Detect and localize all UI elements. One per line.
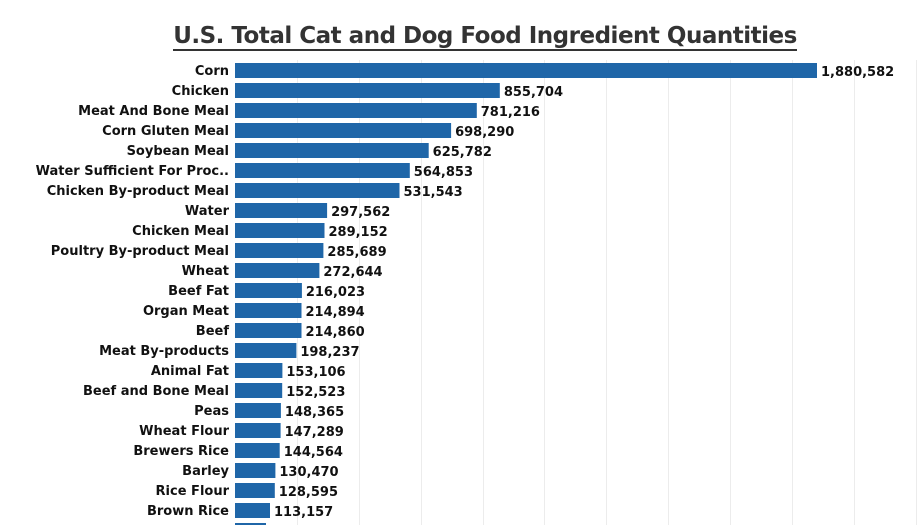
value-label: 285,689 xyxy=(327,245,386,260)
category-label: Peas xyxy=(194,404,229,419)
bar[interactable] xyxy=(235,403,281,418)
bar[interactable] xyxy=(235,363,283,378)
bar[interactable] xyxy=(235,163,410,178)
value-label: 625,782 xyxy=(433,145,492,160)
value-label: 297,562 xyxy=(331,205,390,220)
category-label: Beef xyxy=(196,324,230,339)
chart-title-wrap: U.S. Total Cat and Dog Food Ingredient Q… xyxy=(0,22,924,51)
value-label: 152,523 xyxy=(286,385,345,400)
category-label: Wheat xyxy=(182,264,229,279)
bar[interactable] xyxy=(235,323,302,338)
value-label: 148,365 xyxy=(285,405,344,420)
value-label: 128,595 xyxy=(279,485,338,500)
category-label: Brown Rice xyxy=(147,504,229,519)
category-label: Chicken Meal xyxy=(132,224,229,239)
category-label: Wheat Flour xyxy=(139,424,229,439)
value-label: 531,543 xyxy=(404,185,463,200)
value-label: 153,106 xyxy=(286,365,345,380)
value-label: 289,152 xyxy=(328,225,387,240)
value-label: 214,894 xyxy=(306,305,365,320)
category-label: Water xyxy=(185,204,230,219)
bar[interactable] xyxy=(235,183,400,198)
value-label: 564,853 xyxy=(414,165,473,180)
bar[interactable] xyxy=(235,443,280,458)
bar[interactable] xyxy=(235,263,320,278)
category-label: Barley xyxy=(182,464,229,479)
chart-title: U.S. Total Cat and Dog Food Ingredient Q… xyxy=(173,23,797,51)
value-label: 855,704 xyxy=(504,85,563,100)
bar[interactable] xyxy=(235,223,325,238)
category-label: Soybean Meal xyxy=(127,144,229,159)
bars xyxy=(235,63,817,525)
bar[interactable] xyxy=(235,463,276,478)
bar[interactable] xyxy=(235,383,283,398)
value-label: 272,644 xyxy=(323,265,382,280)
bar[interactable] xyxy=(235,503,270,518)
bar[interactable] xyxy=(235,423,281,438)
category-label: Poultry By-product Meal xyxy=(51,244,229,259)
category-label: Rice Flour xyxy=(156,484,230,499)
value-labels: 1,880,582 855,704 781,216 698,290 625,782 564… xyxy=(274,65,894,520)
bar[interactable] xyxy=(235,343,297,358)
category-label: Water Sufficient For Proc.. xyxy=(36,164,229,179)
value-label: 113,157 xyxy=(274,505,333,520)
value-label: 216,023 xyxy=(306,285,365,300)
category-label: Meat By-products xyxy=(99,344,229,359)
category-label: Beef and Bone Meal xyxy=(83,384,229,399)
bar-partial xyxy=(235,523,266,525)
bar[interactable] xyxy=(235,203,328,218)
value-label: 147,289 xyxy=(285,425,344,440)
bar[interactable] xyxy=(235,483,275,498)
category-label: Beef Fat xyxy=(168,284,229,299)
category-label: Animal Fat xyxy=(151,364,229,379)
bar[interactable] xyxy=(235,103,477,118)
bar[interactable] xyxy=(235,303,302,318)
category-label: Organ Meat xyxy=(143,304,229,319)
value-label: 214,860 xyxy=(305,325,364,340)
category-label: Corn Gluten Meal xyxy=(102,124,229,139)
value-label: 781,216 xyxy=(481,105,540,120)
category-label: Chicken xyxy=(172,84,229,99)
bar[interactable] xyxy=(235,143,429,158)
value-label: 144,564 xyxy=(284,445,343,460)
bar[interactable] xyxy=(235,83,500,98)
bar[interactable] xyxy=(235,283,302,298)
category-label: Corn xyxy=(195,64,229,79)
bar[interactable] xyxy=(235,123,452,138)
category-label: Brewers Rice xyxy=(133,444,229,459)
value-label: 198,237 xyxy=(300,345,359,360)
category-labels: Corn Chicken Meat And Bone Meal Corn Gluten… xyxy=(36,64,230,519)
bar[interactable] xyxy=(235,243,324,258)
bar[interactable] xyxy=(235,63,817,78)
value-label: 1,880,582 xyxy=(821,65,894,80)
value-label: 130,470 xyxy=(279,465,338,480)
category-label: Chicken By-product Meal xyxy=(47,184,229,199)
category-label: Meat And Bone Meal xyxy=(78,104,229,119)
value-label: 698,290 xyxy=(455,125,514,140)
